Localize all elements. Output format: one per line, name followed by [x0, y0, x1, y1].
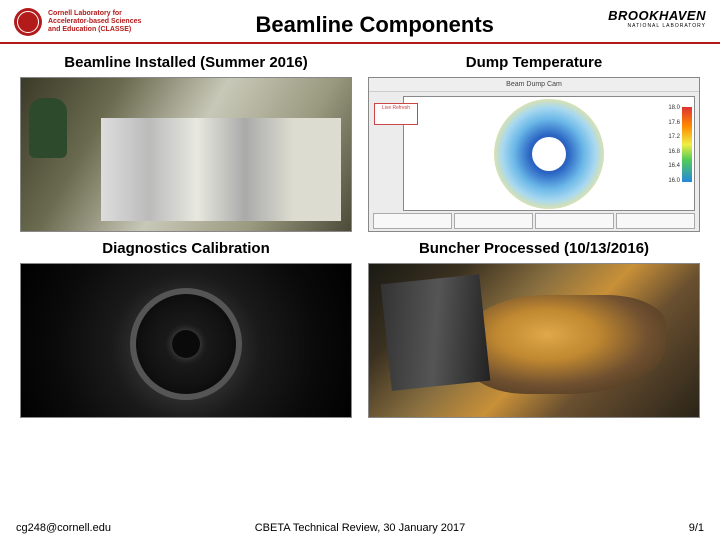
buncher-photo — [368, 263, 700, 418]
tick: 17.2 — [668, 134, 680, 140]
dump-legend: Live Refresh — [374, 103, 418, 125]
cornell-seal-icon — [14, 8, 42, 36]
tick: 18.0 — [668, 105, 680, 111]
dump-colorbar — [682, 107, 692, 182]
cell-dump-title: Dump Temperature — [368, 54, 700, 71]
cornell-line1: Cornell Laboratory for — [48, 10, 141, 18]
cell-diagnostics-title: Diagnostics Calibration — [20, 240, 352, 257]
dump-colorbar-ticks: 18.0 17.6 17.2 16.8 16.4 16.0 — [668, 105, 680, 184]
diagnostics-image — [20, 263, 352, 418]
tick: 16.0 — [668, 178, 680, 184]
cell-installed-title: Beamline Installed (Summer 2016) — [20, 54, 352, 71]
bnl-name: BROOKHAVEN — [608, 8, 706, 23]
tick: 16.4 — [668, 163, 680, 169]
brookhaven-logo: BROOKHAVEN NATIONAL LABORATORY — [608, 8, 706, 29]
cell-buncher-title: Buncher Processed (10/13/2016) — [368, 240, 700, 257]
cell-buncher: Buncher Processed (10/13/2016) — [368, 240, 700, 418]
dump-plot: Live Refresh 18.0 17.6 17.2 16.8 16.4 16… — [403, 96, 695, 211]
dump-ctrl — [373, 213, 452, 229]
cell-installed: Beamline Installed (Summer 2016) — [20, 54, 352, 232]
dump-ctrl — [616, 213, 695, 229]
tick: 17.6 — [668, 120, 680, 126]
cell-dump: Dump Temperature Beam Dump Cam Live Refr… — [368, 54, 700, 232]
dump-center-hole — [532, 137, 566, 171]
cornell-line2: Accelerator-based Sciences — [48, 18, 141, 26]
dump-heatmap-circle — [494, 99, 604, 209]
slide-title: Beamline Components — [141, 12, 608, 38]
footer-center: CBETA Technical Review, 30 January 2017 — [0, 522, 720, 534]
tick: 16.8 — [668, 149, 680, 155]
installed-photo — [20, 77, 352, 232]
dump-controls — [373, 213, 695, 229]
cornell-line3: and Education (CLASSE) — [48, 26, 141, 34]
footer: cg248@cornell.edu CBETA Technical Review… — [0, 522, 720, 534]
dump-ctrl — [454, 213, 533, 229]
bnl-sub: NATIONAL LABORATORY — [608, 23, 706, 29]
cornell-logo: Cornell Laboratory for Accelerator-based… — [14, 8, 141, 36]
dump-window-title: Beam Dump Cam — [369, 78, 699, 92]
content-grid: Beamline Installed (Summer 2016) Dump Te… — [0, 44, 720, 418]
dump-window: Beam Dump Cam Live Refresh 18.0 17.6 17.… — [368, 77, 700, 232]
slide-header: Cornell Laboratory for Accelerator-based… — [0, 0, 720, 44]
cornell-logo-text: Cornell Laboratory for Accelerator-based… — [48, 10, 141, 33]
cell-diagnostics: Diagnostics Calibration — [20, 240, 352, 418]
dump-ctrl — [535, 213, 614, 229]
